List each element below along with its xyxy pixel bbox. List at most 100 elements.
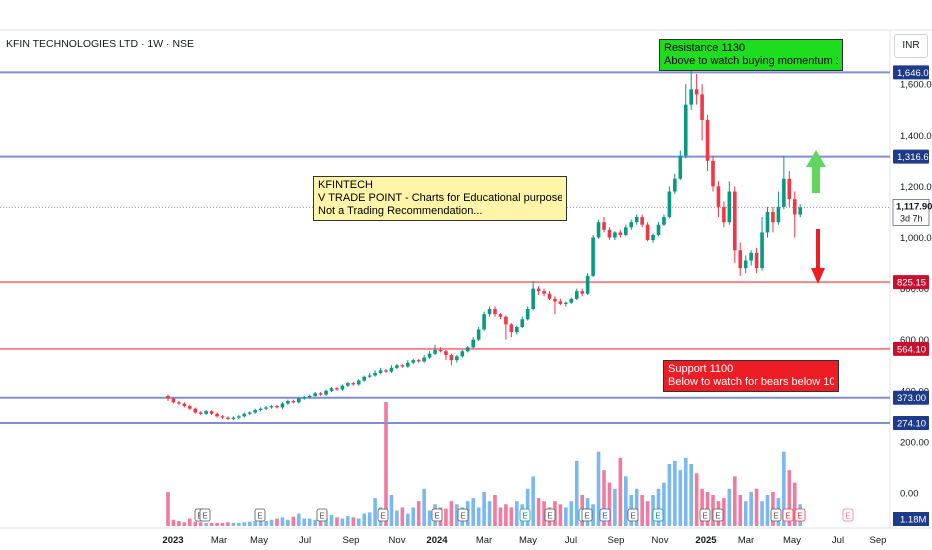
candle-body [754,252,759,269]
candle-body [798,207,802,215]
earnings-marker-glyph: E [434,512,439,521]
candle-body [553,298,557,302]
candle-body [171,398,176,403]
x-tick-label: Jul [832,535,844,546]
level-tag-label: 825.15 [897,278,926,289]
level-tag-bg [893,149,929,164]
earnings-marker-glyph: E [773,512,778,521]
volume-bar [694,473,699,526]
volume-bar [177,521,181,526]
earnings-marker-icon [377,508,389,522]
volume-bar [226,522,230,526]
candle-body [509,324,514,333]
candle-body [504,316,508,325]
candle-body [422,357,426,362]
candle-body [613,232,617,238]
volume-bar [493,495,497,526]
x-tick-label: Sep [870,535,887,546]
level-tag-bg [893,415,929,430]
volume-bar [476,507,481,526]
volume-bar [662,482,666,526]
volume-bar [743,501,748,526]
volume-bar [166,491,170,526]
candle-body [427,353,432,358]
level-tag-label: 1,316.60 [897,152,932,163]
candle-body [177,402,181,404]
volume-bar [422,488,426,526]
candle-body [705,119,710,161]
candle-body [231,417,236,419]
candle-body [449,355,454,361]
volume-bar [738,495,743,526]
volume-bar [624,476,628,526]
candle-body [585,275,590,294]
candle-body [329,388,334,391]
y-tick-label: 1,400.00 [900,131,932,142]
volume-bar [471,498,475,526]
resistance-annotation[interactable]: Resistance 1130 Above to watch buying mo… [659,39,843,71]
time-axis[interactable]: 2023 Mar May Jul Sep Nov 2024 Mar May Jul Sep Nov 20… [162,535,886,546]
y-tick-label: 200.00 [900,437,929,448]
support-line-2: Below to watch for bears below 1098 [668,376,834,388]
volume-bar [204,522,208,526]
x-tick-label: Nov [389,535,406,546]
volume-bar [264,521,268,526]
candle-body [694,89,699,95]
candle-body [406,362,410,367]
volume-bar [782,451,786,526]
candle-body [340,385,345,390]
support-annotation[interactable]: Support 1100 Below to watch for bears be… [663,360,839,392]
disclaimer-annotation[interactable]: KFINTECH V TRADE POINT - Charts for Educ… [313,176,567,221]
candle-body [782,178,786,207]
candle-body [678,155,683,179]
x-tick-label: May [519,535,537,546]
candle-body [204,411,208,414]
earnings-marker-glyph: E [584,512,589,521]
level-tag-label: 564.10 [897,344,926,355]
earnings-marker-icon [794,508,806,522]
x-tick-label: May [250,535,268,546]
y-tick-label: 0.00 [900,489,919,500]
earnings-marker-glyph: E [257,512,262,521]
up-arrow-icon [806,150,826,193]
candle-body [444,351,448,356]
candle-body [683,104,688,156]
candle-body [465,347,470,352]
volume-bar [198,522,203,526]
volume-bar [656,488,661,526]
x-tick-label: 2023 [162,535,183,546]
candle-body [629,222,634,228]
earnings-marker-icon [316,508,328,522]
candle-body [389,367,394,372]
earnings-marker-icon [457,508,469,522]
price-axis[interactable]: 1,600.00 1,400.00 1,200.00 1,000.00 800.00 60… [892,65,932,526]
earnings-marker-glyph: E [547,512,552,521]
resistance-line-2: Above to watch buying momentum 1133 [664,55,838,67]
volume-bar [673,460,677,526]
volume-bar [269,519,274,526]
candle-body [662,217,666,225]
volume-bar [182,522,187,526]
x-tick-label: Nov [652,535,669,546]
candle-body [297,398,301,403]
candle-body [324,390,328,395]
currency-button[interactable]: INR [894,34,928,58]
candle-body [667,191,672,218]
candle-body [765,211,770,233]
candle-body [520,319,525,327]
volume-bar [400,507,405,526]
volume-bar [209,522,214,526]
earnings-marker-icon [770,508,782,522]
candle-body [188,406,192,409]
volume-bar [504,504,508,526]
volume-bar [395,510,399,526]
volume-bar [787,470,792,526]
volume-bar [367,512,372,526]
volume-bar [618,457,623,526]
x-tick-label: Mar [476,535,492,546]
last-price-label: 1,117.90 [896,201,932,212]
candle-body [291,401,296,403]
earnings-marker-glyph: E [797,512,802,521]
earnings-marker-glyph: E [785,512,790,521]
